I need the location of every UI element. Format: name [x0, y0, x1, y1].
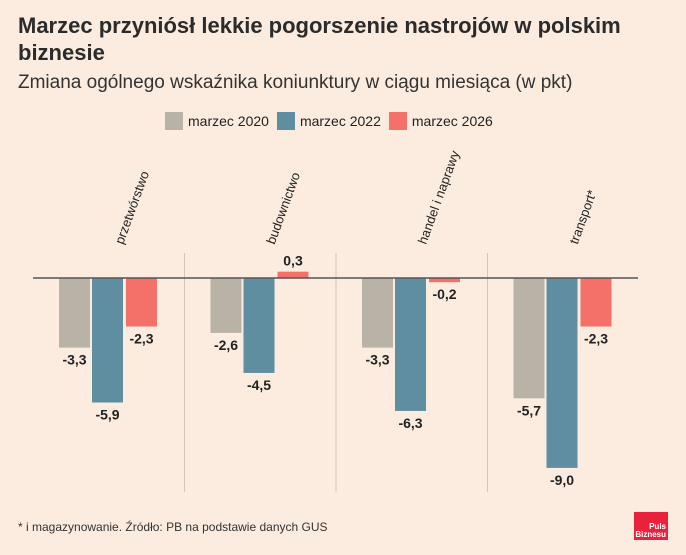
legend-swatch-2026	[388, 112, 407, 130]
bar	[243, 278, 275, 373]
data-label: -3,3	[62, 352, 86, 368]
data-label: -4,5	[247, 377, 271, 393]
bar	[362, 278, 393, 348]
legend-label-2026: marzec 2026	[411, 113, 493, 129]
bar	[395, 278, 426, 411]
bar	[59, 278, 90, 348]
legend-swatch-2022	[276, 112, 295, 130]
bar	[513, 278, 545, 399]
data-label: -2,6	[214, 337, 238, 353]
category-label: handel i naprawy	[415, 148, 463, 246]
data-label: -2,3	[584, 331, 608, 347]
data-label: -5,9	[95, 406, 119, 422]
puls-biznesu-logo: Puls Biznesu	[634, 512, 668, 540]
bar	[92, 278, 123, 403]
bar	[546, 278, 578, 468]
bar	[277, 271, 309, 278]
legend-swatch-2020	[165, 112, 183, 130]
bar	[580, 278, 612, 327]
bar	[126, 278, 157, 327]
data-label: 0,3	[283, 253, 303, 269]
category-label: transport*	[566, 188, 599, 246]
data-label: -6,3	[398, 415, 422, 431]
bar	[210, 278, 242, 333]
category-label: budownictwo	[263, 170, 303, 246]
legend-item-2020: marzec 2020	[165, 112, 269, 130]
data-label: -5,7	[517, 402, 541, 418]
data-label: -2,3	[129, 331, 153, 347]
legend-item-2026: marzec 2026	[388, 112, 493, 130]
logo-line-2: Biznesu	[635, 530, 666, 539]
footnote: * i magazynowanie. Źródło: PB na podstaw…	[18, 520, 328, 534]
chart-title: Marzec przyniósł lekkie pogorszenie nast…	[18, 13, 621, 65]
logo-line-1: Puls	[649, 522, 666, 531]
chart-subtitle: Zmiana ogólnego wskaźnika koniunktury w …	[18, 72, 573, 93]
legend-item-2022: marzec 2022	[276, 112, 381, 130]
legend: marzec 2020 marzec 2022 marzec 2026	[165, 112, 501, 130]
legend-label-2020: marzec 2020	[188, 113, 269, 129]
data-label: -0,2	[432, 286, 456, 302]
data-label: -9,0	[550, 472, 574, 488]
legend-label-2022: marzec 2022	[299, 113, 381, 129]
data-label: -3,3	[365, 352, 389, 368]
bar	[429, 278, 460, 283]
category-label: przetwórstwo	[112, 169, 152, 246]
